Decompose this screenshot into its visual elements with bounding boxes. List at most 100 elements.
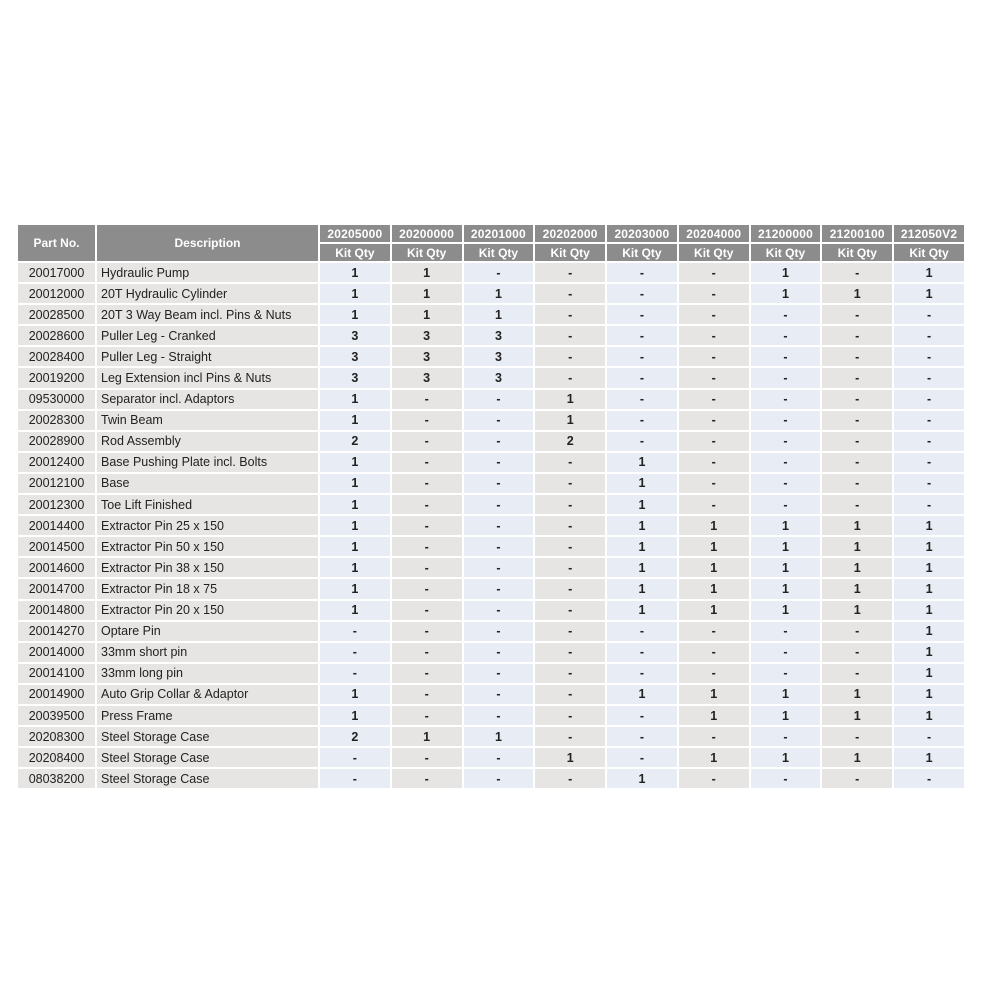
kit-qty-cell: 1 (822, 705, 893, 726)
kit-qty-cell: - (678, 769, 749, 789)
kit-qty-cell: - (463, 537, 534, 557)
kit-qty-cell: - (894, 347, 964, 367)
header-kit-qty: Kit Qty (463, 244, 534, 261)
kit-qty-cell: 3 (320, 368, 390, 388)
kit-qty-cell: - (535, 579, 606, 599)
table-row: 20014100 33mm long pin - - - - - - - -1 (18, 663, 964, 683)
kit-qty-cell: 1 (822, 516, 893, 536)
kit-qty-cell: 1 (607, 579, 677, 599)
description-cell: Extractor Pin 18 x 75 (97, 579, 318, 599)
part-number-cell: 20012100 (18, 473, 95, 494)
kit-qty-cell: 1 (750, 684, 821, 704)
header-kit-qty: Kit Qty (391, 244, 462, 261)
header-kit-qty: Kit Qty (894, 244, 964, 261)
kit-qty-cell: 1 (320, 452, 390, 472)
kit-qty-cell: - (607, 663, 677, 683)
kit-qty-cell: - (750, 727, 821, 747)
kit-qty-cell: - (391, 410, 462, 430)
table-row: 20012300 Toe Lift Finished 1- - -1- - - - (18, 495, 964, 515)
kit-qty-cell: - (750, 389, 821, 409)
kit-qty-cell: 1 (320, 263, 390, 283)
table-row: 20014600 Extractor Pin 38 x 150 1- - -1 1 1 1 1 (18, 558, 964, 578)
table-row: 20014700 Extractor Pin 18 x 75 1- - -1 1 1 1 1 (18, 579, 964, 599)
kit-qty-cell: - (535, 347, 606, 367)
table-row: 20012400 Base Pushing Plate incl. Bolts 1-… (18, 452, 964, 472)
part-number-cell: 20014900 (18, 684, 95, 704)
kit-qty-cell: - (463, 431, 534, 451)
kit-qty-cell: - (678, 263, 749, 283)
kit-qty-cell: 1 (320, 473, 390, 494)
part-number-cell: 20014500 (18, 537, 95, 557)
kit-qty-cell: 1 (822, 558, 893, 578)
kit-qty-cell: - (535, 263, 606, 283)
kit-qty-cell: - (822, 663, 893, 683)
kit-qty-cell: 1 (750, 263, 821, 283)
header-kit-20201000: 20201000 (463, 225, 534, 242)
kit-qty-cell: 1 (320, 389, 390, 409)
header-part-no: Part No. (18, 225, 95, 261)
kit-qty-cell: 1 (894, 748, 964, 768)
kit-qty-cell: - (391, 558, 462, 578)
kit-qty-cell: - (822, 347, 893, 367)
table-row: 20014000 33mm short pin - - - - - - - -1 (18, 642, 964, 662)
kit-qty-cell: - (535, 663, 606, 683)
kit-qty-cell: 1 (894, 684, 964, 704)
kit-qty-cell: - (391, 600, 462, 620)
kit-qty-cell: - (463, 389, 534, 409)
kit-qty-cell: - (463, 600, 534, 620)
kit-qty-cell: - (391, 769, 462, 789)
table-row: 20014800 Extractor Pin 20 x 150 1- - -1 1 1 1 1 (18, 600, 964, 620)
kit-qty-cell: 3 (463, 368, 534, 388)
description-cell: 20T 3 Way Beam incl. Pins & Nuts (97, 305, 318, 325)
kit-qty-cell: - (822, 621, 893, 641)
kit-qty-cell: - (607, 410, 677, 430)
kit-qty-cell: - (391, 642, 462, 662)
kit-qty-cell: - (822, 410, 893, 430)
table-row: 20208300 Steel Storage Case 2 1 1- - - - - - (18, 727, 964, 747)
kit-qty-cell: 1 (750, 284, 821, 304)
kit-qty-cell: 1 (607, 516, 677, 536)
kit-qty-cell: - (391, 579, 462, 599)
header-kit-qty: Kit Qty (320, 244, 390, 261)
kit-qty-cell: - (607, 284, 677, 304)
kit-qty-cell: 1 (750, 558, 821, 578)
kit-qty-cell: - (391, 452, 462, 472)
header-row-kit-qty: Kit Qty Kit Qty Kit Qty Kit Qty Kit Qty Kit Q… (18, 244, 964, 261)
description-cell: Separator incl. Adaptors (97, 389, 318, 409)
kit-qty-cell: 1 (894, 642, 964, 662)
kit-qty-cell: 3 (463, 347, 534, 367)
description-cell: 33mm long pin (97, 663, 318, 683)
kit-qty-cell: - (822, 642, 893, 662)
part-number-cell: 20014000 (18, 642, 95, 662)
header-kit-qty: Kit Qty (822, 244, 893, 261)
kit-qty-cell: - (607, 642, 677, 662)
part-number-cell: 20019200 (18, 368, 95, 388)
part-number-cell: 20208400 (18, 748, 95, 768)
header-kit-212050V2: 212050V2 (894, 225, 964, 242)
part-number-cell: 20028900 (18, 431, 95, 451)
description-cell: Rod Assembly (97, 431, 318, 451)
kit-qty-cell: 1 (678, 558, 749, 578)
kit-qty-cell: 1 (463, 727, 534, 747)
kit-qty-cell: 1 (894, 600, 964, 620)
kit-qty-cell: - (607, 748, 677, 768)
kit-qty-cell: - (391, 516, 462, 536)
kit-qty-cell: - (320, 621, 390, 641)
kit-qty-cell: - (678, 347, 749, 367)
kit-qty-cell: 1 (320, 600, 390, 620)
kit-qty-cell: 1 (320, 537, 390, 557)
kit-qty-cell: 1 (320, 579, 390, 599)
kit-qty-cell: 1 (320, 305, 390, 325)
kit-qty-cell: - (391, 748, 462, 768)
part-number-cell: 20208300 (18, 727, 95, 747)
kit-qty-cell: - (894, 410, 964, 430)
kit-qty-cell: - (535, 558, 606, 578)
kit-qty-cell: - (750, 368, 821, 388)
kit-qty-cell: 1 (320, 516, 390, 536)
description-cell: Extractor Pin 25 x 150 (97, 516, 318, 536)
kit-qty-cell: 1 (750, 705, 821, 726)
table-row: 20017000 Hydraulic Pump 1 1- - - -1-1 (18, 263, 964, 283)
kit-qty-cell: - (750, 473, 821, 494)
kit-qty-cell: 1 (894, 579, 964, 599)
kit-qty-cell: - (822, 389, 893, 409)
